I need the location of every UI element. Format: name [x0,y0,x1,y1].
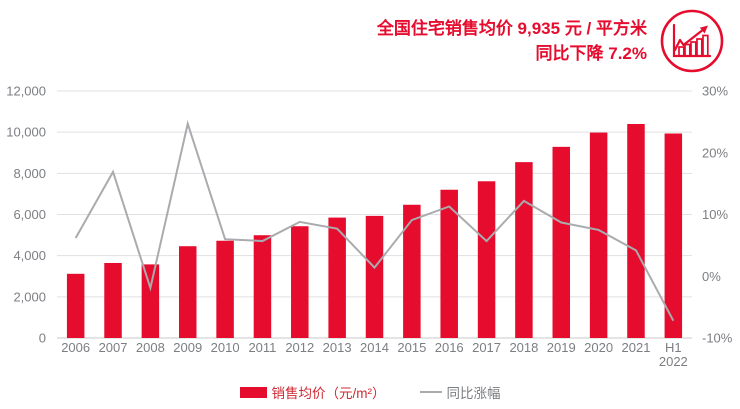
price-bar [515,162,533,338]
price-bar [365,215,384,338]
yoy-line [74,119,675,322]
x-axis-label: 2016 [435,340,464,355]
price-bar [66,273,85,338]
x-axis-label: 2011 [248,340,276,355]
price-bar [178,246,197,338]
x-axis-label: 2020 [584,340,613,355]
growth-chart-icon [660,9,724,73]
left-axis-tick: 10,000 [6,125,46,140]
left-axis-tick: 12,000 [6,84,46,99]
chart-header: 全国住宅销售均价 9,935 元 / 平方米 同比下降 7.2% [377,8,725,74]
price-bar [253,235,272,338]
chart-title: 全国住宅销售均价 9,935 元 / 平方米 同比下降 7.2% [377,16,647,66]
right-axis-tick: 0% [702,269,721,284]
x-axis-label: 2014 [360,340,389,355]
x-axis-label: 2015 [397,340,426,355]
x-axis-label: 2021 [622,340,651,355]
legend-bar-swatch [239,386,267,398]
right-axis-tick: 10% [702,207,728,222]
right-axis-tick: -10% [702,331,733,346]
chart-title-line2: 同比下降 7.2% [535,44,647,63]
x-axis-label: 2018 [509,340,538,355]
price-bar [627,124,645,339]
legend-item-yoy: 同比涨幅 [419,382,501,402]
right-axis-tick: 30% [702,84,728,99]
x-axis-label: 2019 [547,340,576,355]
legend-item-price: 销售均价（元/m²） [239,382,386,402]
x-axis-label: H1 2022 [659,340,688,369]
x-axis-label: 2012 [285,340,314,355]
price-bar [216,240,234,338]
x-axis-label: 2007 [99,340,128,355]
x-axis-label: 2008 [136,340,165,355]
right-axis-tick: 20% [702,145,728,160]
x-axis-label: 2009 [173,340,202,355]
price-bar [291,226,309,338]
price-bar [552,146,571,338]
left-axis-tick: 0 [39,331,46,346]
legend-line-label: 同比涨幅 [446,386,501,401]
x-axis-label: 2006 [61,340,90,355]
price-bar [403,204,421,338]
left-axis-tick: 8,000 [13,166,46,181]
bar-line-chart: 0 2,000 4,000 6,000 8,000 10,000 12,000 -10% 0% 1… [6,84,733,370]
x-axis-label: 2013 [323,340,352,355]
price-bar [477,181,496,338]
price-bar [141,264,160,338]
x-axis-label: 2017 [472,340,501,355]
left-axis-tick: 6,000 [13,207,46,222]
left-axis-tick: 4,000 [13,248,46,263]
chart-legend: 销售均价（元/m²） 同比涨幅 [0,382,740,402]
legend-line-swatch [419,391,442,393]
price-bar [664,133,683,338]
price-bar [104,262,122,338]
price-bar [328,217,346,338]
price-bar [440,189,458,338]
x-axis-label: 2010 [211,340,240,355]
legend-bar-label: 销售均价（元/m²） [271,386,386,401]
price-bar [589,132,608,338]
chart-title-line1: 全国住宅销售均价 9,935 元 / 平方米 [376,19,647,38]
left-axis-tick: 2,000 [13,289,46,304]
